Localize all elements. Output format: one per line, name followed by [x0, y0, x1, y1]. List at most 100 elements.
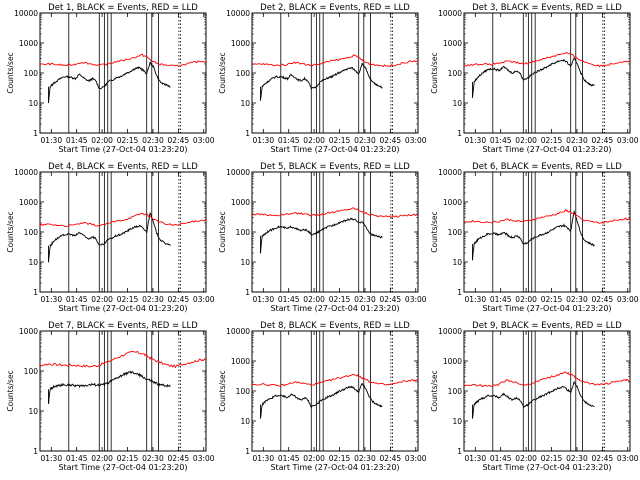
x-tick-label: 02:00 [91, 295, 113, 304]
x-tick-label: 02:45 [168, 136, 190, 145]
x-axis-label: Start Time (27-Oct-04 01:23:20) [270, 463, 399, 472]
y-axis-label: Counts/sec [430, 52, 439, 93]
y-tick-label: 100 [448, 228, 463, 237]
y-tick-label: 100 [236, 69, 251, 78]
plot-frame [39, 330, 207, 452]
y-tick-label: 10 [452, 99, 462, 108]
plot-frame [463, 330, 631, 452]
x-axis-label: Start Time (27-Oct-04 01:23:20) [270, 304, 399, 313]
x-tick-label: 02:15 [117, 454, 139, 463]
events-series-line [260, 382, 383, 419]
x-tick-label: 01:45 [278, 454, 300, 463]
x-tick-label: 01:30 [464, 295, 486, 304]
x-tick-label: 02:45 [168, 454, 190, 463]
lld-series-line [463, 371, 631, 388]
x-tick-label: 02:30 [566, 295, 588, 304]
x-tick-label: 01:45 [66, 295, 88, 304]
panel-det-3: Det 3, BLACK = Events, RED = LLD 1 10 100 10… [430, 3, 639, 154]
panel-title: Det 3, BLACK = Events, RED = LLD [472, 3, 622, 13]
x-tick-label: 01:45 [490, 295, 512, 304]
events-series-line [48, 61, 171, 103]
y-tick-label: 1 [457, 447, 462, 456]
plot-frame [251, 12, 419, 134]
y-tick-label: 1 [33, 447, 38, 456]
y-tick-label: 10000 [226, 168, 250, 177]
y-tick-label: 1000 [19, 327, 38, 336]
x-tick-label: 01:30 [40, 454, 62, 463]
events-series-line [48, 370, 171, 404]
x-tick-label: 02:15 [329, 454, 351, 463]
x-tick-label: 02:00 [515, 454, 537, 463]
x-tick-label: 03:00 [405, 454, 427, 463]
y-tick-label: 10000 [438, 9, 462, 18]
y-axis-label: Counts/sec [6, 52, 15, 93]
x-tick-label: 02:45 [168, 295, 190, 304]
y-tick-label: 10 [452, 258, 462, 267]
x-axis-label: Start Time (27-Oct-04 01:23:20) [482, 145, 611, 154]
y-tick-label: 10 [452, 417, 462, 426]
x-tick-label: 03:00 [193, 295, 215, 304]
x-axis-label: Start Time (27-Oct-04 01:23:20) [58, 463, 187, 472]
y-tick-label: 100 [24, 367, 39, 376]
x-tick-label: 02:15 [329, 136, 351, 145]
y-tick-label: 1 [245, 447, 250, 456]
y-tick-label: 1000 [443, 39, 462, 48]
y-tick-label: 10 [28, 99, 38, 108]
x-tick-label: 02:30 [566, 454, 588, 463]
x-tick-label: 01:30 [252, 136, 274, 145]
lld-series-line [463, 209, 631, 224]
x-tick-label: 02:15 [329, 295, 351, 304]
panel-title: Det 6, BLACK = Events, RED = LLD [472, 162, 622, 172]
y-tick-label: 100 [236, 387, 251, 396]
x-tick-label: 02:15 [117, 295, 139, 304]
x-tick-label: 02:30 [354, 454, 376, 463]
x-tick-label: 02:00 [303, 454, 325, 463]
panel-det-4: Det 4, BLACK = Events, RED = LLD 1 10 100 10… [6, 162, 215, 313]
x-tick-label: 03:00 [617, 295, 639, 304]
x-tick-label: 01:45 [490, 136, 512, 145]
y-tick-label: 1000 [231, 198, 250, 207]
lld-series-line [251, 207, 419, 218]
y-tick-label: 10000 [226, 327, 250, 336]
panel-det-9: Det 9, BLACK = Events, RED = LLD 1 10 100 10… [430, 321, 639, 472]
events-series-line [48, 211, 171, 263]
y-tick-label: 1 [457, 288, 462, 297]
x-tick-label: 03:00 [617, 454, 639, 463]
x-tick-label: 02:30 [354, 136, 376, 145]
y-tick-label: 10 [240, 417, 250, 426]
x-tick-label: 03:00 [193, 136, 215, 145]
x-axis-label: Start Time (27-Oct-04 01:23:20) [270, 145, 399, 154]
x-tick-label: 01:45 [490, 454, 512, 463]
x-tick-label: 02:00 [303, 136, 325, 145]
x-axis-label: Start Time (27-Oct-04 01:23:20) [482, 304, 611, 313]
y-axis-label: Counts/sec [218, 370, 227, 411]
y-tick-label: 1 [245, 288, 250, 297]
plot-frame [463, 12, 631, 134]
y-tick-label: 10000 [438, 327, 462, 336]
panel-title: Det 7, BLACK = Events, RED = LLD [48, 321, 198, 331]
y-tick-label: 10 [240, 99, 250, 108]
x-tick-label: 01:45 [278, 295, 300, 304]
y-tick-label: 1 [33, 129, 38, 138]
lld-series-line [463, 51, 631, 68]
panel-det-1: Det 1, BLACK = Events, RED = LLD 1 10 100 10… [6, 3, 215, 154]
x-tick-label: 03:00 [405, 295, 427, 304]
x-tick-label: 01:30 [464, 454, 486, 463]
y-tick-label: 10 [240, 258, 250, 267]
x-tick-label: 03:00 [405, 136, 427, 145]
x-tick-label: 01:45 [278, 136, 300, 145]
plot-frame [463, 171, 631, 293]
x-axis-label: Start Time (27-Oct-04 01:23:20) [58, 145, 187, 154]
y-tick-label: 10000 [14, 9, 38, 18]
y-tick-label: 1 [245, 129, 250, 138]
x-tick-label: 01:30 [252, 454, 274, 463]
x-tick-label: 02:30 [142, 454, 164, 463]
lld-series-line [39, 53, 207, 67]
x-tick-label: 02:45 [592, 454, 614, 463]
y-tick-label: 1000 [231, 39, 250, 48]
y-axis-label: Counts/sec [6, 370, 15, 411]
y-tick-label: 1000 [19, 39, 38, 48]
events-series-line [472, 380, 595, 419]
x-tick-label: 02:15 [541, 295, 563, 304]
